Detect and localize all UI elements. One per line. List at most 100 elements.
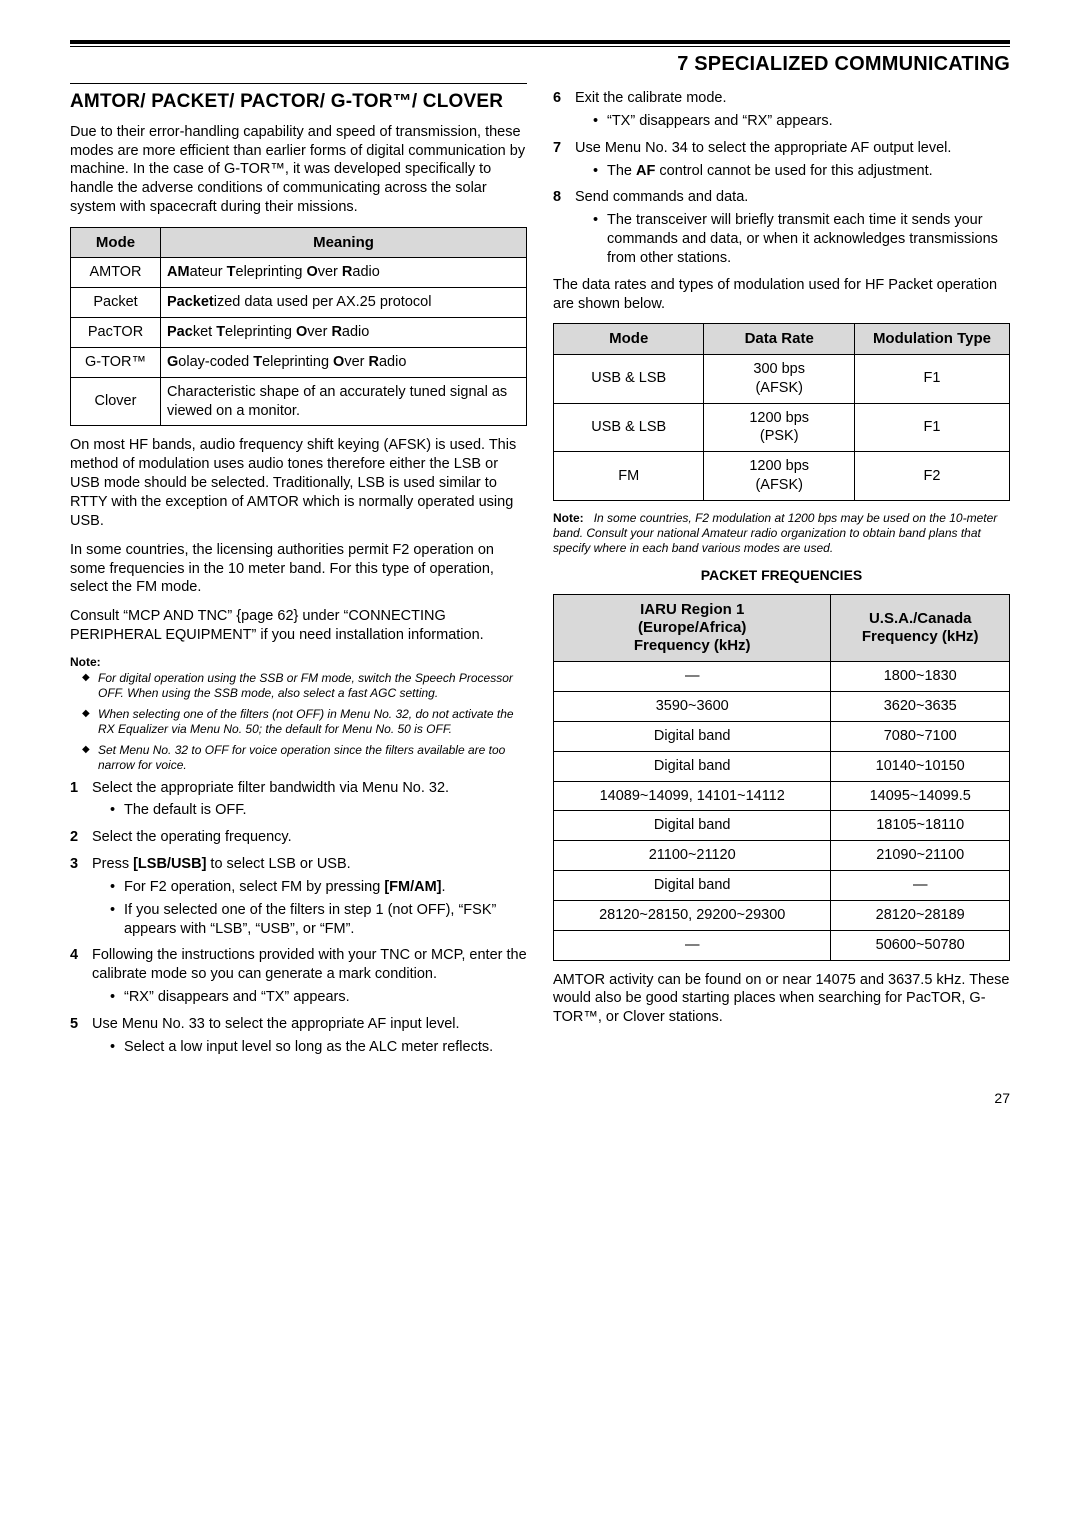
sub-bullet-item: Select a low input level so long as the … [110,1038,527,1057]
table-row: Digital band10140~10150 [554,751,1010,781]
step-item: 8 Send commands and data. The transceiver … [553,188,1010,267]
sub-bullet-item: For F2 operation, select FM by pressing … [110,878,527,897]
freq-cell: 3620~3635 [831,692,1010,722]
table-row: G-TOR™Golay-coded Teleprinting Over Radi… [71,347,527,377]
freq-cell: 14095~14099.5 [831,781,1010,811]
freq-iaru-header: IARU Region 1(Europe/Africa)Frequency (k… [554,595,831,662]
rate-cell: F2 [854,452,1009,501]
step-item: 6 Exit the calibrate mode. “TX” disappears… [553,89,1010,131]
rate-cell: 300 bps(AFSK) [704,354,854,403]
freq-cell: 21100~21120 [554,841,831,871]
freq-cell: Digital band [554,871,831,901]
step-item: 2 Select the operating frequency. [70,828,527,847]
rate-cell: USB & LSB [554,354,704,403]
freq-cell: 21090~21100 [831,841,1010,871]
chapter-title: 7 SPECIALIZED COMMUNICATING [70,51,1010,77]
step-number: 3 [70,855,78,874]
step-item: 5 Use Menu No. 33 to select the appropria… [70,1015,527,1057]
mode-cell: Clover [71,377,161,426]
step-number: 7 [553,139,561,158]
freq-cell: 7080~7100 [831,721,1010,751]
table-row: Digital band7080~7100 [554,721,1010,751]
freq-cell: 28120~28150, 29200~29300 [554,900,831,930]
freq-cell: — [554,662,831,692]
mode-cell: AMTOR [71,258,161,288]
step-number: 5 [70,1015,78,1034]
sub-bullet-list: The transceiver will briefly transmit ea… [575,211,1010,268]
sub-bullet-list: “TX” disappears and “RX” appears. [575,112,1010,131]
note-item: For digital operation using the SSB or F… [82,671,527,701]
section-title: AMTOR/ PACKET/ PACTOR/ G-TOR™/ CLOVER [70,83,527,115]
step-number: 1 [70,779,78,798]
table-row: 14089~14099, 14101~1411214095~14099.5 [554,781,1010,811]
sub-bullet-list: The default is OFF. [92,801,527,820]
steps-list-left: 1Select the appropriate filter bandwidth… [70,779,527,1057]
table-row: USB & LSB300 bps(AFSK)F1 [554,354,1010,403]
data-rate-table: Mode Data Rate Modulation Type USB & LSB… [553,323,1010,501]
rate-mod-header: Modulation Type [854,324,1009,355]
right-column: 6 Exit the calibrate mode. “TX” disappears… [553,83,1010,1065]
sub-bullet-list: For F2 operation, select FM by pressing … [92,878,527,939]
table-row: FM1200 bps(AFSK)F2 [554,452,1010,501]
packet-freq-heading: PACKET FREQUENCIES [553,566,1010,584]
step-text: Select the operating frequency. [92,829,292,845]
step-item: 4Following the instructions provided wit… [70,946,527,1007]
steps-list-right: 6 Exit the calibrate mode. “TX” disappears… [553,89,1010,268]
sub-bullet-item: The transceiver will briefly transmit ea… [593,211,1010,268]
step-item: 7 Use Menu No. 34 to select the appropria… [553,139,1010,181]
freq-cell: — [831,871,1010,901]
freq-cell: 50600~50780 [831,930,1010,960]
sub-bullet-item: “RX” disappears and “TX” appears. [110,988,527,1007]
table-row: CloverCharacteristic shape of an accurat… [71,377,527,426]
sub-bullet-item: The default is OFF. [110,801,527,820]
note-block: Note: For digital operation using the SS… [70,655,527,773]
meaning-cell: Characteristic shape of an accurately tu… [161,377,527,426]
sub-bullet-item: The AF control cannot be used for this a… [593,162,1010,181]
mode-cell: G-TOR™ [71,347,161,377]
step-item: 3Press [LSB/USB] to select LSB or USB.Fo… [70,855,527,938]
freq-cell: Digital band [554,811,831,841]
step-number: 8 [553,188,561,207]
meaning-cell: AMateur Teleprinting Over Radio [161,258,527,288]
meaning-cell: Golay-coded Teleprinting Over Radio [161,347,527,377]
page-number: 27 [70,1089,1010,1107]
freq-cell: 28120~28189 [831,900,1010,930]
meaning-header: Meaning [161,227,527,258]
step-item: 1Select the appropriate filter bandwidth… [70,779,527,821]
rate-cell: USB & LSB [554,403,704,452]
sub-bullet-list: “RX” disappears and “TX” appears. [92,988,527,1007]
rate-note: Note: In some countries, F2 modulation a… [553,511,1010,556]
rate-cell: F1 [854,403,1009,452]
step-text: Following the instructions provided with… [92,947,527,982]
table-row: PacketPacketized data used per AX.25 pro… [71,288,527,318]
step-text: Send commands and data. [575,189,748,205]
step-number: 6 [553,89,561,108]
rates-intro: The data rates and types of modulation u… [553,276,1010,314]
table-row: AMTORAMateur Teleprinting Over Radio [71,258,527,288]
table-row: 21100~2112021090~21100 [554,841,1010,871]
rate-mode-header: Mode [554,324,704,355]
note-item: When selecting one of the filters (not O… [82,707,527,737]
table-row: —50600~50780 [554,930,1010,960]
two-column-layout: AMTOR/ PACKET/ PACTOR/ G-TOR™/ CLOVER Du… [70,83,1010,1065]
sub-bullet-item: “TX” disappears and “RX” appears. [593,112,1010,131]
freq-cell: Digital band [554,721,831,751]
note-list: For digital operation using the SSB or F… [70,671,527,773]
step-text: Use Menu No. 34 to select the appropriat… [575,140,951,156]
table-row: 3590~36003620~3635 [554,692,1010,722]
mode-cell: PacTOR [71,318,161,348]
table-row: Digital band— [554,871,1010,901]
mode-header: Mode [71,227,161,258]
top-thin-rule [70,46,1010,47]
step-text: Exit the calibrate mode. [575,90,727,106]
step-text: Use Menu No. 33 to select the appropriat… [92,1016,460,1032]
freq-cell: 1800~1830 [831,662,1010,692]
meaning-cell: Packet Teleprinting Over Radio [161,318,527,348]
freq-cell: 10140~10150 [831,751,1010,781]
table-header-row: Mode Meaning [71,227,527,258]
sub-bullet-list: The AF control cannot be used for this a… [575,162,1010,181]
mode-meaning-table: Mode Meaning AMTORAMateur Teleprinting O… [70,227,527,427]
intro-paragraph: Due to their error-handling capability a… [70,123,527,217]
step-number: 2 [70,828,78,847]
freq-cell: 18105~18110 [831,811,1010,841]
